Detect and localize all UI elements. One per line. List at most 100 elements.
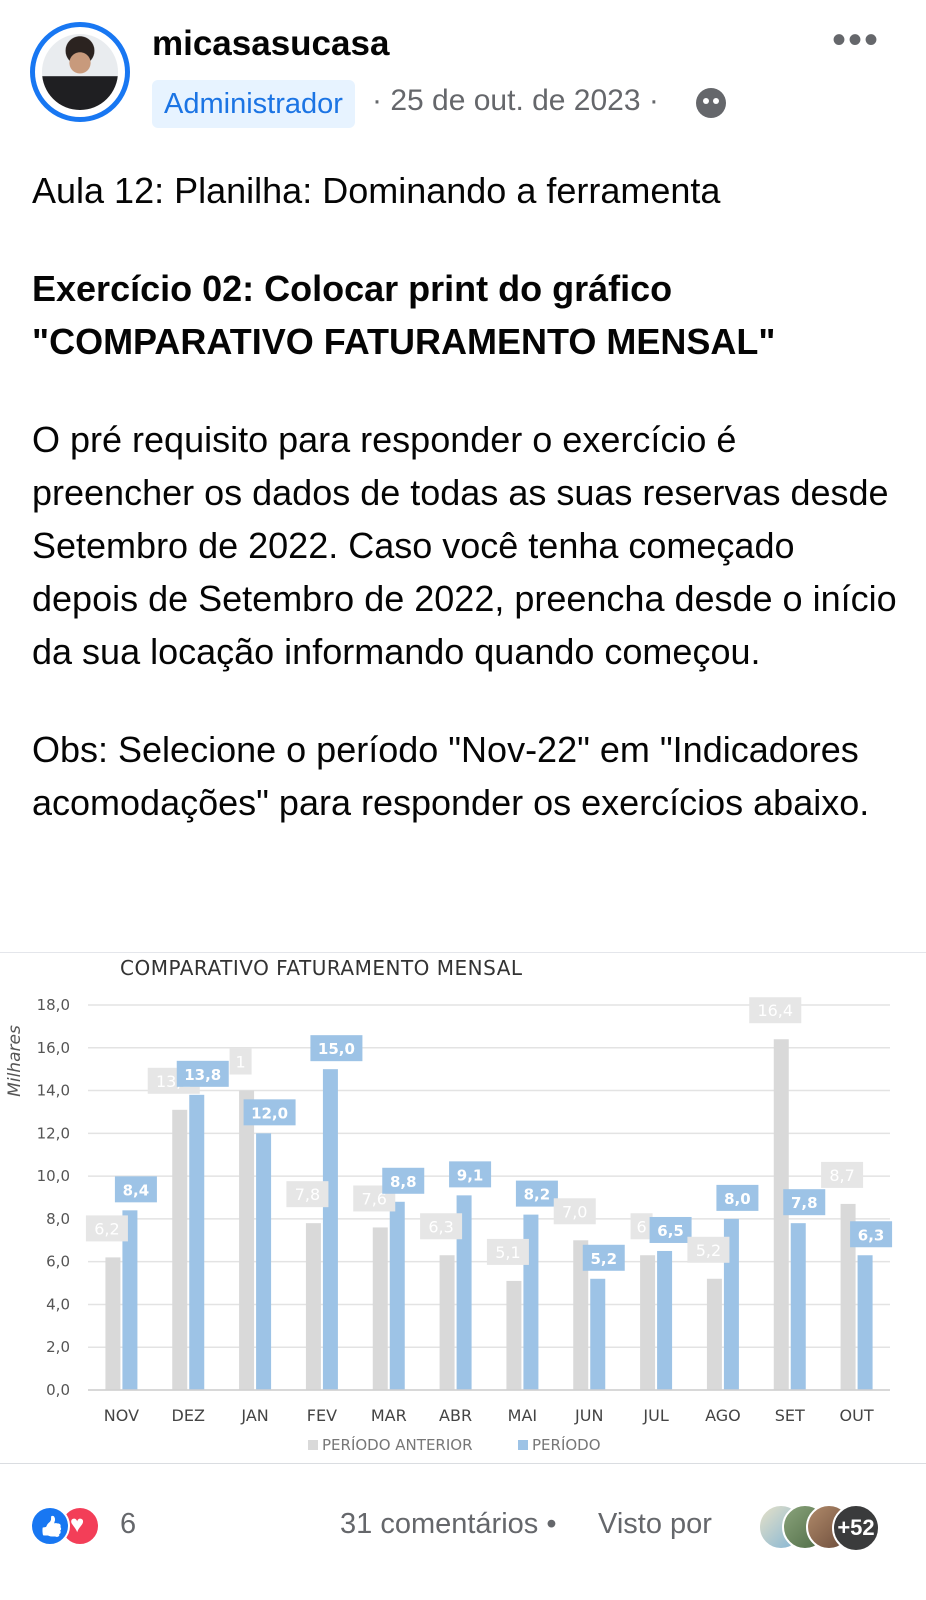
author-avatar[interactable] bbox=[30, 22, 130, 122]
bar-current-mar bbox=[389, 1201, 405, 1390]
like-reaction-icon[interactable] bbox=[30, 1506, 70, 1546]
x-tick-label: JUN bbox=[574, 1406, 603, 1425]
avatar-photo bbox=[42, 34, 118, 110]
x-tick-label: MAR bbox=[371, 1406, 407, 1425]
y-tick-label: 0,0 bbox=[46, 1381, 70, 1399]
bar-previous-mar bbox=[372, 1227, 388, 1390]
revenue-bar-chart: COMPARATIVO FATURAMENTO MENSAL 0,0 2,0 4,0 6… bbox=[5, 956, 893, 1454]
bar-current-dez bbox=[189, 1094, 205, 1390]
bar-current-fev bbox=[322, 1069, 338, 1390]
group-privacy-icon bbox=[696, 88, 726, 118]
y-tick-label: 2,0 bbox=[46, 1338, 70, 1356]
bar-current-jan bbox=[256, 1133, 272, 1390]
x-tick-label: AGO bbox=[705, 1406, 741, 1425]
y-tick-label: 18,0 bbox=[37, 996, 70, 1014]
data-label-current: 12,0 bbox=[251, 1104, 288, 1122]
x-tick-label: ABR bbox=[439, 1406, 472, 1425]
label-box-current bbox=[449, 1161, 492, 1188]
chart-image[interactable]: COMPARATIVO FATURAMENTO MENSAL 0,0 2,0 4,0 6… bbox=[0, 952, 926, 1464]
bar-previous-mai bbox=[506, 1280, 522, 1390]
label-box-current bbox=[114, 1176, 157, 1203]
data-label-current: 5,2 bbox=[590, 1250, 617, 1268]
data-label-previous: 5,2 bbox=[696, 1241, 721, 1260]
data-label-previous: 5,1 bbox=[495, 1243, 520, 1262]
role-badge: Administrador bbox=[152, 80, 355, 128]
exercise-line-2: "COMPARATIVO FATURAMENTO MENSAL" bbox=[32, 321, 776, 362]
exercise-line-1: Exercício 02: Colocar print do gráfico bbox=[32, 268, 673, 309]
data-label-current: 6,3 bbox=[858, 1226, 885, 1244]
bar-previous-jul bbox=[640, 1255, 656, 1390]
comments-count[interactable]: 31 comentários bbox=[340, 1508, 539, 1540]
x-tick-label: MAI bbox=[508, 1406, 537, 1425]
bar-current-jul bbox=[657, 1250, 673, 1390]
label-box-current bbox=[310, 1035, 363, 1062]
data-label-current: 13,8 bbox=[184, 1066, 221, 1084]
bar-previous-jun bbox=[573, 1240, 589, 1390]
label-box-current bbox=[582, 1244, 625, 1271]
label-box-current bbox=[382, 1167, 425, 1194]
data-label-previous: 16,4 bbox=[757, 1001, 793, 1020]
bar-current-out bbox=[857, 1255, 873, 1390]
bar-previous-fev bbox=[305, 1223, 321, 1390]
data-label-previous: 7,6 bbox=[362, 1189, 387, 1208]
author-name[interactable]: micasasucasa bbox=[152, 24, 390, 63]
more-options-button[interactable]: ••• bbox=[832, 18, 881, 62]
data-label-previous: 6 bbox=[636, 1217, 646, 1236]
label-box-previous bbox=[420, 1213, 463, 1240]
bar-previous-ago bbox=[706, 1278, 722, 1390]
y-tick-label: 8,0 bbox=[46, 1210, 70, 1228]
post-obs: Obs: Selecione o período "Nov-22" em "In… bbox=[32, 729, 870, 823]
legend-swatch-current bbox=[518, 1440, 528, 1450]
comments-link[interactable]: 31 comentários • bbox=[340, 1508, 557, 1541]
y-tick-label: 14,0 bbox=[37, 1082, 70, 1100]
seen-by-label[interactable]: Visto por bbox=[598, 1508, 712, 1540]
bar-previous-nov bbox=[105, 1257, 121, 1390]
data-label-previous: 6,2 bbox=[94, 1219, 119, 1238]
legend-label-previous: PERÍODO ANTERIOR bbox=[322, 1435, 473, 1454]
viewer-more-count[interactable]: +52 bbox=[832, 1504, 880, 1552]
bar-current-jun bbox=[590, 1278, 606, 1390]
label-box-current bbox=[783, 1189, 826, 1216]
data-label-current: 8,2 bbox=[524, 1186, 551, 1204]
data-label-previous: 7,8 bbox=[295, 1185, 320, 1204]
data-label-previous: 6,3 bbox=[428, 1217, 453, 1236]
label-box-current bbox=[649, 1216, 692, 1243]
chart-title: COMPARATIVO FATURAMENTO MENSAL bbox=[120, 956, 523, 980]
x-tick-label: JUL bbox=[642, 1406, 668, 1425]
label-box-previous bbox=[486, 1238, 529, 1265]
label-box-previous bbox=[630, 1213, 653, 1240]
bar-previous-set bbox=[773, 1039, 789, 1390]
label-box-previous bbox=[687, 1236, 730, 1263]
data-label-current: 8,8 bbox=[390, 1173, 417, 1191]
data-label-current: 15,0 bbox=[318, 1040, 355, 1058]
post-date[interactable]: · 25 de out. de 2023 · bbox=[372, 84, 659, 117]
x-tick-label: JAN bbox=[240, 1406, 268, 1425]
post-body: Aula 12: Planilha: Dominando a ferrament… bbox=[32, 164, 902, 829]
data-label-previous: 8,7 bbox=[829, 1166, 854, 1185]
x-tick-label: OUT bbox=[840, 1406, 874, 1425]
y-axis-label: Milhares bbox=[5, 1025, 25, 1097]
label-box-previous bbox=[85, 1215, 128, 1242]
legend-label-current: PERÍODO bbox=[532, 1435, 601, 1454]
label-box-current bbox=[515, 1180, 558, 1207]
label-box-previous bbox=[286, 1181, 329, 1208]
label-box-current bbox=[243, 1099, 296, 1126]
data-label-current: 9,1 bbox=[457, 1166, 484, 1184]
label-box-current bbox=[850, 1221, 893, 1248]
data-label-previous: 1 bbox=[235, 1053, 245, 1072]
legend-swatch-previous bbox=[308, 1440, 318, 1450]
bar-previous-jan bbox=[239, 1090, 255, 1390]
post-paragraph: O pré requisito para responder o exercíc… bbox=[32, 419, 897, 672]
post-footer: 6 31 comentários • Visto por +52 bbox=[0, 1478, 926, 1578]
data-label-current: 8,0 bbox=[724, 1190, 751, 1208]
bar-current-abr bbox=[456, 1195, 472, 1390]
label-box-current bbox=[176, 1060, 229, 1087]
reaction-count[interactable]: 6 bbox=[120, 1508, 137, 1540]
x-tick-label: FEV bbox=[307, 1406, 337, 1425]
label-box-previous bbox=[229, 1048, 252, 1075]
post-title: Aula 12: Planilha: Dominando a ferrament… bbox=[32, 170, 721, 211]
y-tick-label: 10,0 bbox=[37, 1167, 70, 1185]
y-tick-label: 6,0 bbox=[46, 1253, 70, 1271]
label-box-current bbox=[716, 1184, 759, 1211]
y-tick-label: 16,0 bbox=[37, 1039, 70, 1057]
